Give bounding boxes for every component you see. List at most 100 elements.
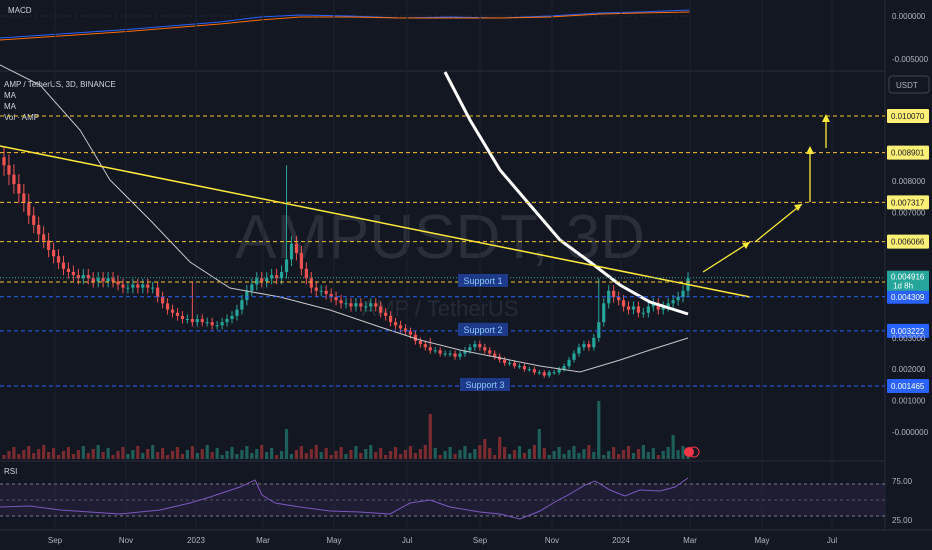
projection-arrows [702,114,830,273]
candle-body [572,353,576,360]
candle-body [602,303,606,323]
price-level-tag [887,234,929,249]
candle-body [522,366,527,370]
volume-bar [403,450,408,459]
candle-body [161,297,165,304]
candle-body [656,303,660,310]
candle-body [671,300,675,304]
volume-bar [562,454,566,459]
candle-body [304,268,308,279]
symbol-watermark: AMPUSDT, 3D [235,203,645,272]
candle-body [562,366,566,370]
candle-body [503,359,507,363]
volume-bar [146,449,150,459]
volume-bar [319,452,323,459]
candle-body [240,300,244,310]
price-level-tag [887,379,929,393]
price-tick-label: 0.003000 [892,334,926,343]
candle-body [621,300,626,307]
candle-body [7,165,11,175]
price-level-label: 0.006066 [891,238,925,247]
time-tick-label: Sep [48,536,63,545]
rsi-tick: 75.00 [892,477,913,486]
candle-body [507,362,512,364]
volume-bar [522,453,527,459]
volume-bar [324,448,328,459]
candle-body [458,353,462,357]
current-price-badge [887,270,929,291]
candle-body [537,372,541,374]
volume-bar [37,449,41,459]
indicator-legend-ma-1: MA [4,91,17,100]
candle-body [389,315,393,323]
candle-body [681,290,685,298]
candle-body [200,319,204,323]
candle-body [443,353,447,355]
candle-body [636,306,641,313]
candle-body [582,344,586,348]
symbol-legend: AMP / TetherUS, 3D, BINANCE [4,80,116,89]
candle-body [592,337,596,348]
currency-button[interactable] [888,75,930,94]
candle-body [448,353,452,355]
candle-body [597,322,601,338]
time-tick-label: May [754,536,769,545]
candle-body [131,284,135,288]
candle-body [235,309,239,316]
candle-body [587,344,591,348]
candle-body [190,319,194,323]
volume-bar [379,448,383,459]
candle-body [309,278,313,288]
volume-bar [557,447,561,459]
volume-bar [597,401,601,459]
price-tick-label: 0.002000 [892,365,926,374]
candle-body [284,259,289,272]
volume-bar [7,451,11,459]
volume-bar [275,455,279,459]
volume-bar [111,455,115,459]
candle-body [210,322,214,326]
candle-body [527,369,531,371]
volume-bar [483,439,487,459]
volume-bar [284,429,289,459]
time-tick-label: Mar [256,536,270,545]
event-icon[interactable] [688,446,700,458]
candle-body [334,297,338,301]
volume-bar [666,447,670,459]
candle-body [146,284,150,288]
volume-bar [577,453,581,459]
candle-body [91,278,95,282]
candle-body [116,281,120,285]
candle-body [423,344,427,348]
volume-bar [468,453,472,459]
volume-bar [76,450,80,459]
candle-body [612,290,616,298]
volume-bar [91,449,95,459]
volume-bar [96,445,100,459]
price-levels: 0.0100700.0089010.0073170.0060660.004780… [0,109,929,393]
volume-bar [418,449,422,459]
candle-body [339,300,343,304]
volume-bar [681,446,685,459]
price-level-tag [887,145,929,160]
macd-panel [0,9,691,41]
volume-bar [2,455,6,459]
volume-bar [567,450,571,459]
price-level-label: 0.003222 [891,327,925,336]
time-tick-label: 2024 [612,536,630,545]
volume-bar [304,453,308,459]
volume-bar [136,446,140,459]
candle-body [165,303,170,310]
macd-signal-line [0,11,691,41]
volume-bar [279,451,284,459]
grid-layer [54,0,833,530]
volume-bar [51,448,56,459]
candle-body [418,340,422,345]
volume-bar [488,448,492,459]
candle-body [81,275,85,279]
volume-bar [621,450,626,459]
volume-bar [408,446,413,459]
time-axis: Sep Nov 2023 Mar May Jul Sep Nov 2024 Mar May Jul [48,536,837,545]
candle-body [567,359,571,367]
candle-body [468,347,472,351]
